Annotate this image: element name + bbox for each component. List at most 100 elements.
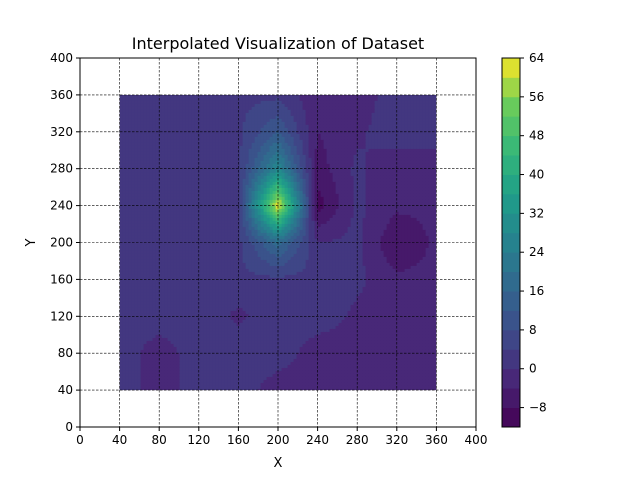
contour-cell bbox=[386, 133, 390, 138]
contour-cell bbox=[185, 175, 189, 180]
contour-cell bbox=[260, 178, 264, 183]
contour-cell bbox=[281, 109, 285, 114]
contour-cell bbox=[284, 232, 288, 237]
contour-cell bbox=[194, 193, 198, 198]
contour-cell bbox=[422, 181, 426, 186]
contour-cell bbox=[173, 175, 177, 180]
contour-cell bbox=[215, 232, 219, 237]
contour-cell bbox=[386, 181, 390, 186]
contour-cell bbox=[434, 196, 437, 201]
contour-cell bbox=[434, 160, 437, 165]
contour-cell bbox=[308, 103, 312, 108]
contour-cell bbox=[302, 106, 306, 111]
contour-cell bbox=[362, 163, 366, 168]
contour-cell bbox=[428, 178, 432, 183]
contour-cell bbox=[122, 205, 126, 210]
contour-cell bbox=[413, 172, 417, 177]
contour-cell bbox=[224, 229, 228, 234]
contour-cell bbox=[137, 157, 141, 162]
contour-cell bbox=[407, 199, 411, 204]
contour-cell bbox=[290, 196, 294, 201]
contour-cell bbox=[251, 94, 255, 99]
contour-cell bbox=[302, 97, 306, 102]
contour-cell bbox=[200, 130, 204, 135]
contour-cell bbox=[134, 127, 138, 132]
contour-cell bbox=[380, 205, 384, 210]
contour-cell bbox=[266, 115, 270, 120]
contour-cell bbox=[245, 112, 249, 117]
contour-cell bbox=[305, 190, 309, 195]
contour-cell bbox=[353, 214, 357, 219]
contour-cell bbox=[131, 100, 135, 105]
contour-cell bbox=[254, 121, 258, 126]
contour-cell bbox=[401, 151, 405, 156]
contour-cell bbox=[311, 220, 315, 225]
contour-cell bbox=[347, 139, 351, 144]
contour-cell bbox=[326, 103, 330, 108]
contour-cell bbox=[293, 151, 297, 156]
contour-cell bbox=[311, 202, 315, 207]
contour-cell bbox=[200, 145, 204, 150]
contour-cell bbox=[161, 136, 165, 141]
contour-cell bbox=[200, 187, 204, 192]
contour-cell bbox=[377, 199, 381, 204]
contour-cell bbox=[122, 145, 126, 150]
contour-cell bbox=[182, 100, 186, 105]
contour-cell bbox=[200, 190, 204, 195]
contour-cell bbox=[182, 190, 186, 195]
contour-cell bbox=[377, 223, 381, 228]
contour-cell bbox=[176, 202, 180, 207]
contour-cell bbox=[182, 115, 186, 120]
contour-cell bbox=[290, 109, 294, 114]
contour-cell bbox=[386, 151, 390, 156]
contour-cell bbox=[329, 115, 333, 120]
contour-cell bbox=[413, 142, 417, 147]
contour-cell bbox=[398, 193, 402, 198]
contour-cell bbox=[119, 169, 123, 174]
contour-cell bbox=[386, 214, 390, 219]
contour-cell bbox=[296, 178, 300, 183]
contour-cell bbox=[356, 136, 360, 141]
contour-cell bbox=[155, 145, 159, 150]
contour-cell bbox=[125, 145, 129, 150]
contour-cell bbox=[272, 136, 276, 141]
contour-cell bbox=[410, 172, 414, 177]
contour-cell bbox=[314, 202, 318, 207]
contour-cell bbox=[263, 115, 267, 120]
contour-cell bbox=[332, 148, 336, 153]
contour-cell bbox=[395, 124, 399, 129]
contour-cell bbox=[275, 202, 279, 207]
contour-cell bbox=[428, 175, 432, 180]
contour-cell bbox=[119, 124, 123, 129]
contour-cell bbox=[269, 139, 273, 144]
contour-cell bbox=[209, 151, 213, 156]
contour-cell bbox=[158, 151, 162, 156]
contour-cell bbox=[317, 220, 321, 225]
contour-cell bbox=[176, 175, 180, 180]
contour-cell bbox=[173, 178, 177, 183]
contour-cell bbox=[173, 169, 177, 174]
contour-cell bbox=[275, 100, 279, 105]
contour-cell bbox=[356, 229, 360, 234]
contour-cell bbox=[188, 187, 192, 192]
contour-cell bbox=[152, 148, 156, 153]
contour-cell bbox=[140, 148, 144, 153]
contour-cell bbox=[320, 187, 324, 192]
contour-cell bbox=[302, 187, 306, 192]
contour-cell bbox=[353, 148, 357, 153]
contour-cell bbox=[389, 202, 393, 207]
contour-cell bbox=[137, 148, 141, 153]
contour-cell bbox=[236, 106, 240, 111]
contour-cell bbox=[278, 178, 282, 183]
contour-cell bbox=[125, 124, 129, 129]
contour-cell bbox=[263, 193, 267, 198]
contour-cell bbox=[233, 133, 237, 138]
contour-cell bbox=[200, 169, 204, 174]
contour-cell bbox=[311, 130, 315, 135]
contour-cell bbox=[434, 151, 437, 156]
contour-cell bbox=[350, 133, 354, 138]
contour-cell bbox=[221, 232, 225, 237]
contour-cell bbox=[245, 136, 249, 141]
contour-cell bbox=[356, 124, 360, 129]
contour-cell bbox=[182, 220, 186, 225]
